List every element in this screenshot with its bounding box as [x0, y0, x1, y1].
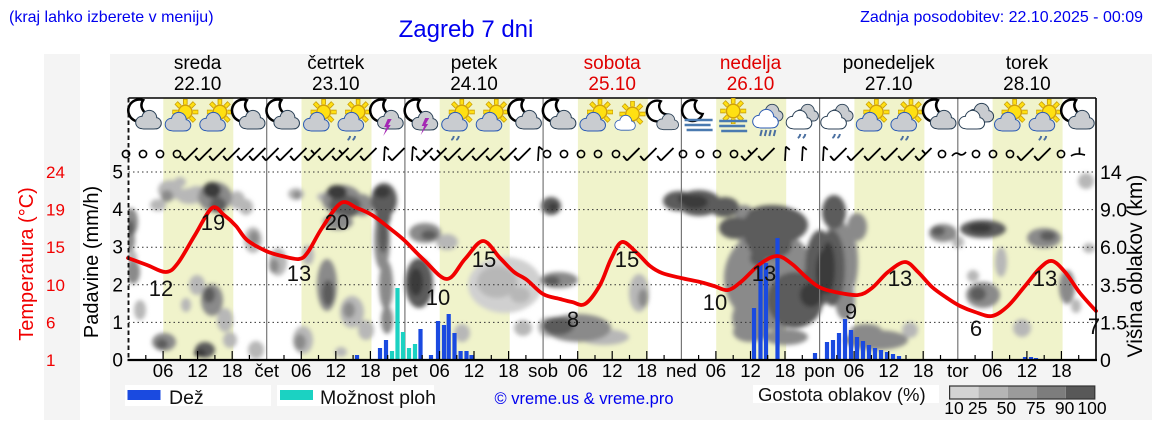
svg-text:6.0: 6.0	[1100, 237, 1127, 259]
svg-text:23.10: 23.10	[312, 74, 360, 95]
svg-text:90: 90	[1055, 398, 1075, 418]
svg-text:50: 50	[997, 398, 1017, 418]
svg-text:26.10: 26.10	[727, 74, 775, 95]
svg-text:19: 19	[201, 210, 225, 235]
svg-text:1: 1	[46, 351, 55, 370]
svg-text:18: 18	[360, 360, 381, 381]
svg-text:19: 19	[46, 201, 65, 220]
svg-text:© vreme.us & vreme.pro: © vreme.us & vreme.pro	[494, 390, 673, 408]
svg-text:sobota: sobota	[584, 53, 641, 74]
svg-text:20: 20	[325, 210, 349, 235]
svg-text:06: 06	[706, 360, 727, 381]
svg-text:Možnost ploh: Možnost ploh	[320, 387, 436, 409]
svg-text:6: 6	[46, 313, 55, 332]
svg-text:Temperatura (°C): Temperatura (°C)	[16, 187, 38, 341]
svg-text:18: 18	[498, 360, 519, 381]
svg-text:15: 15	[472, 247, 496, 272]
svg-text:15: 15	[46, 238, 65, 257]
svg-text:0: 0	[112, 351, 123, 372]
svg-text:13: 13	[1033, 266, 1057, 291]
svg-text:24.10: 24.10	[450, 74, 498, 95]
svg-text:8: 8	[567, 307, 579, 332]
svg-text:28.10: 28.10	[1003, 74, 1051, 95]
svg-text:06: 06	[567, 360, 588, 381]
svg-text:sob: sob	[528, 360, 558, 381]
svg-text:22.10: 22.10	[174, 74, 222, 95]
svg-text:1.5: 1.5	[1100, 312, 1127, 334]
svg-text:ned: ned	[666, 360, 697, 381]
svg-text:12: 12	[149, 276, 173, 301]
svg-text:pon: pon	[804, 360, 835, 381]
svg-text:12: 12	[326, 360, 347, 381]
svg-text:četrtek: četrtek	[307, 53, 365, 74]
svg-text:18: 18	[637, 360, 658, 381]
svg-text:13: 13	[287, 261, 311, 286]
svg-text:2: 2	[112, 275, 123, 296]
svg-text:27.10: 27.10	[865, 74, 913, 95]
svg-text:5: 5	[112, 163, 123, 184]
svg-text:6: 6	[970, 316, 982, 341]
svg-text:Zadnja posodobitev: 22.10.2025: Zadnja posodobitev: 22.10.2025 - 00:09	[860, 9, 1143, 26]
svg-text:petek: petek	[451, 53, 498, 74]
svg-text:12: 12	[878, 360, 899, 381]
svg-text:Zagreb 7 dni: Zagreb 7 dni	[399, 16, 534, 43]
svg-text:14: 14	[1100, 162, 1122, 184]
svg-text:4: 4	[112, 200, 123, 221]
svg-text:100: 100	[1077, 398, 1106, 418]
svg-text:ponedeljek: ponedeljek	[843, 53, 935, 74]
svg-text:06: 06	[291, 360, 312, 381]
svg-text:(kraj lahko izberete v meniju): (kraj lahko izberete v meniju)	[9, 9, 214, 26]
svg-text:18: 18	[222, 360, 243, 381]
svg-text:12: 12	[740, 360, 761, 381]
svg-text:Višina oblakov (km): Višina oblakov (km)	[1124, 175, 1147, 358]
svg-text:06: 06	[844, 360, 865, 381]
svg-text:06: 06	[429, 360, 450, 381]
svg-text:3: 3	[112, 238, 123, 259]
svg-text:0: 0	[1100, 350, 1111, 372]
svg-text:10: 10	[703, 290, 727, 315]
svg-text:Gostota oblakov (%): Gostota oblakov (%)	[758, 384, 926, 405]
svg-text:18: 18	[1051, 360, 1072, 381]
svg-text:24: 24	[46, 163, 65, 182]
svg-text:18: 18	[775, 360, 796, 381]
svg-text:12: 12	[1017, 360, 1038, 381]
svg-text:9: 9	[845, 299, 857, 324]
svg-text:Dež: Dež	[169, 387, 204, 409]
svg-text:tor: tor	[947, 360, 969, 381]
svg-text:06: 06	[982, 360, 1003, 381]
svg-text:12: 12	[187, 360, 208, 381]
svg-text:13: 13	[752, 261, 776, 286]
svg-text:25.10: 25.10	[588, 74, 636, 95]
svg-text:15: 15	[615, 247, 639, 272]
svg-text:nedelja: nedelja	[720, 53, 782, 74]
svg-text:3.5: 3.5	[1100, 275, 1127, 297]
svg-text:10: 10	[944, 398, 964, 418]
svg-text:18: 18	[913, 360, 934, 381]
svg-text:Padavine (mm/h): Padavine (mm/h)	[81, 186, 103, 338]
svg-text:10: 10	[426, 285, 450, 310]
svg-text:7: 7	[1088, 314, 1100, 339]
svg-text:9.0: 9.0	[1100, 200, 1127, 222]
svg-text:13: 13	[888, 266, 912, 291]
svg-text:12: 12	[464, 360, 485, 381]
svg-text:12: 12	[602, 360, 623, 381]
svg-text:torek: torek	[1006, 53, 1049, 74]
svg-text:čet: čet	[254, 360, 279, 381]
svg-text:06: 06	[153, 360, 174, 381]
svg-text:10: 10	[46, 276, 65, 295]
svg-text:25: 25	[968, 398, 987, 418]
svg-text:75: 75	[1026, 398, 1045, 418]
svg-text:sreda: sreda	[174, 53, 222, 74]
svg-text:1: 1	[112, 313, 123, 334]
svg-text:pet: pet	[392, 360, 418, 381]
